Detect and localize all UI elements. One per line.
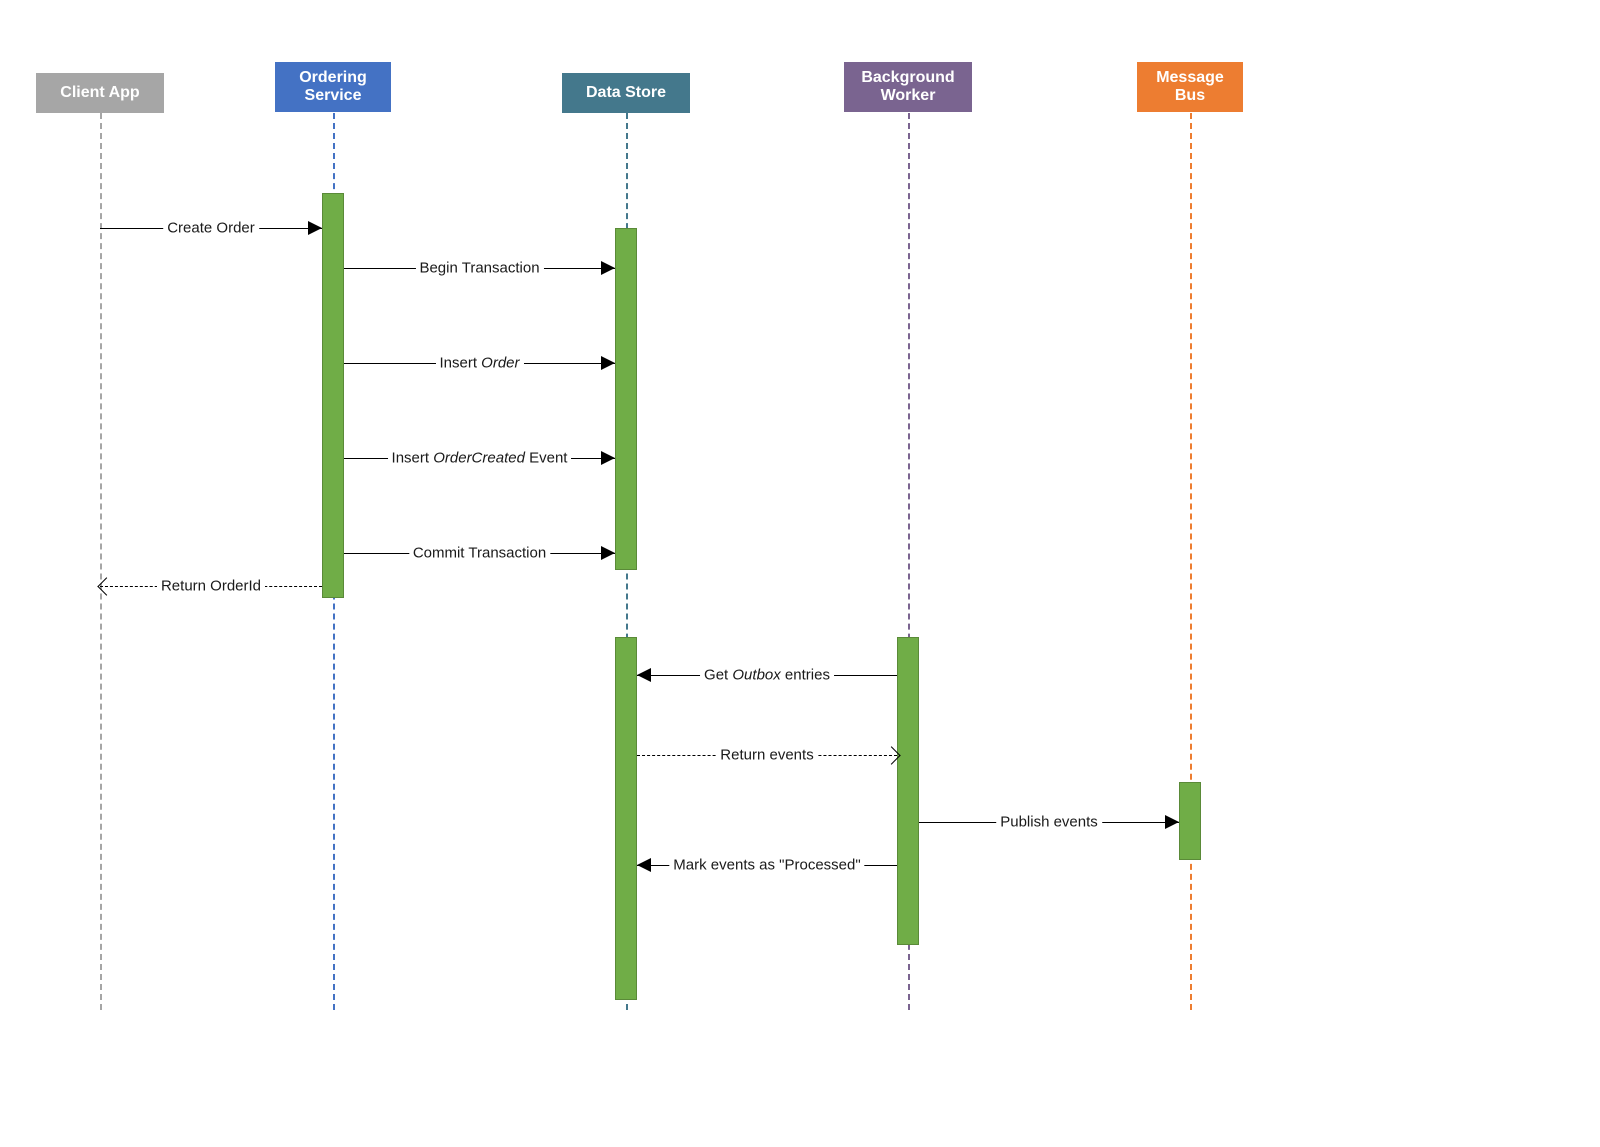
message-label-9: Mark events as "Processed"	[669, 857, 864, 874]
activation-worker-3	[897, 637, 919, 945]
participant-client: Client App	[36, 73, 164, 113]
activation-store-1	[615, 228, 637, 570]
message-label-0: Create Order	[163, 220, 259, 237]
message-label-7: Return events	[716, 747, 817, 764]
arrowhead-1	[601, 261, 615, 275]
lifeline-client	[100, 113, 102, 1010]
arrowhead-0	[308, 221, 322, 235]
activation-bus-4	[1179, 782, 1201, 860]
message-label-2: Insert Order	[435, 355, 523, 372]
message-label-5: Return OrderId	[157, 578, 265, 595]
sequence-diagram: Client App OrderingService Data Store Backg…	[0, 0, 1600, 1147]
arrowhead-2	[601, 356, 615, 370]
arrowhead-6	[637, 668, 651, 682]
lifeline-bus	[1190, 113, 1192, 1010]
arrowhead-8	[1165, 815, 1179, 829]
participant-worker: BackgroundWorker	[844, 62, 972, 112]
message-label-4: Commit Transaction	[409, 545, 550, 562]
activation-ordering-0	[322, 193, 344, 598]
message-label-6: Get Outbox entries	[700, 667, 834, 684]
message-label-1: Begin Transaction	[415, 260, 543, 277]
participant-ordering: OrderingService	[275, 62, 391, 112]
arrowhead-9	[637, 858, 651, 872]
arrowhead-3	[601, 451, 615, 465]
arrowhead-4	[601, 546, 615, 560]
message-label-3: Insert OrderCreated Event	[388, 450, 572, 467]
participant-bus: MessageBus	[1137, 62, 1243, 112]
participant-store: Data Store	[562, 73, 690, 113]
message-label-8: Publish events	[996, 814, 1102, 831]
activation-store-2	[615, 637, 637, 1000]
